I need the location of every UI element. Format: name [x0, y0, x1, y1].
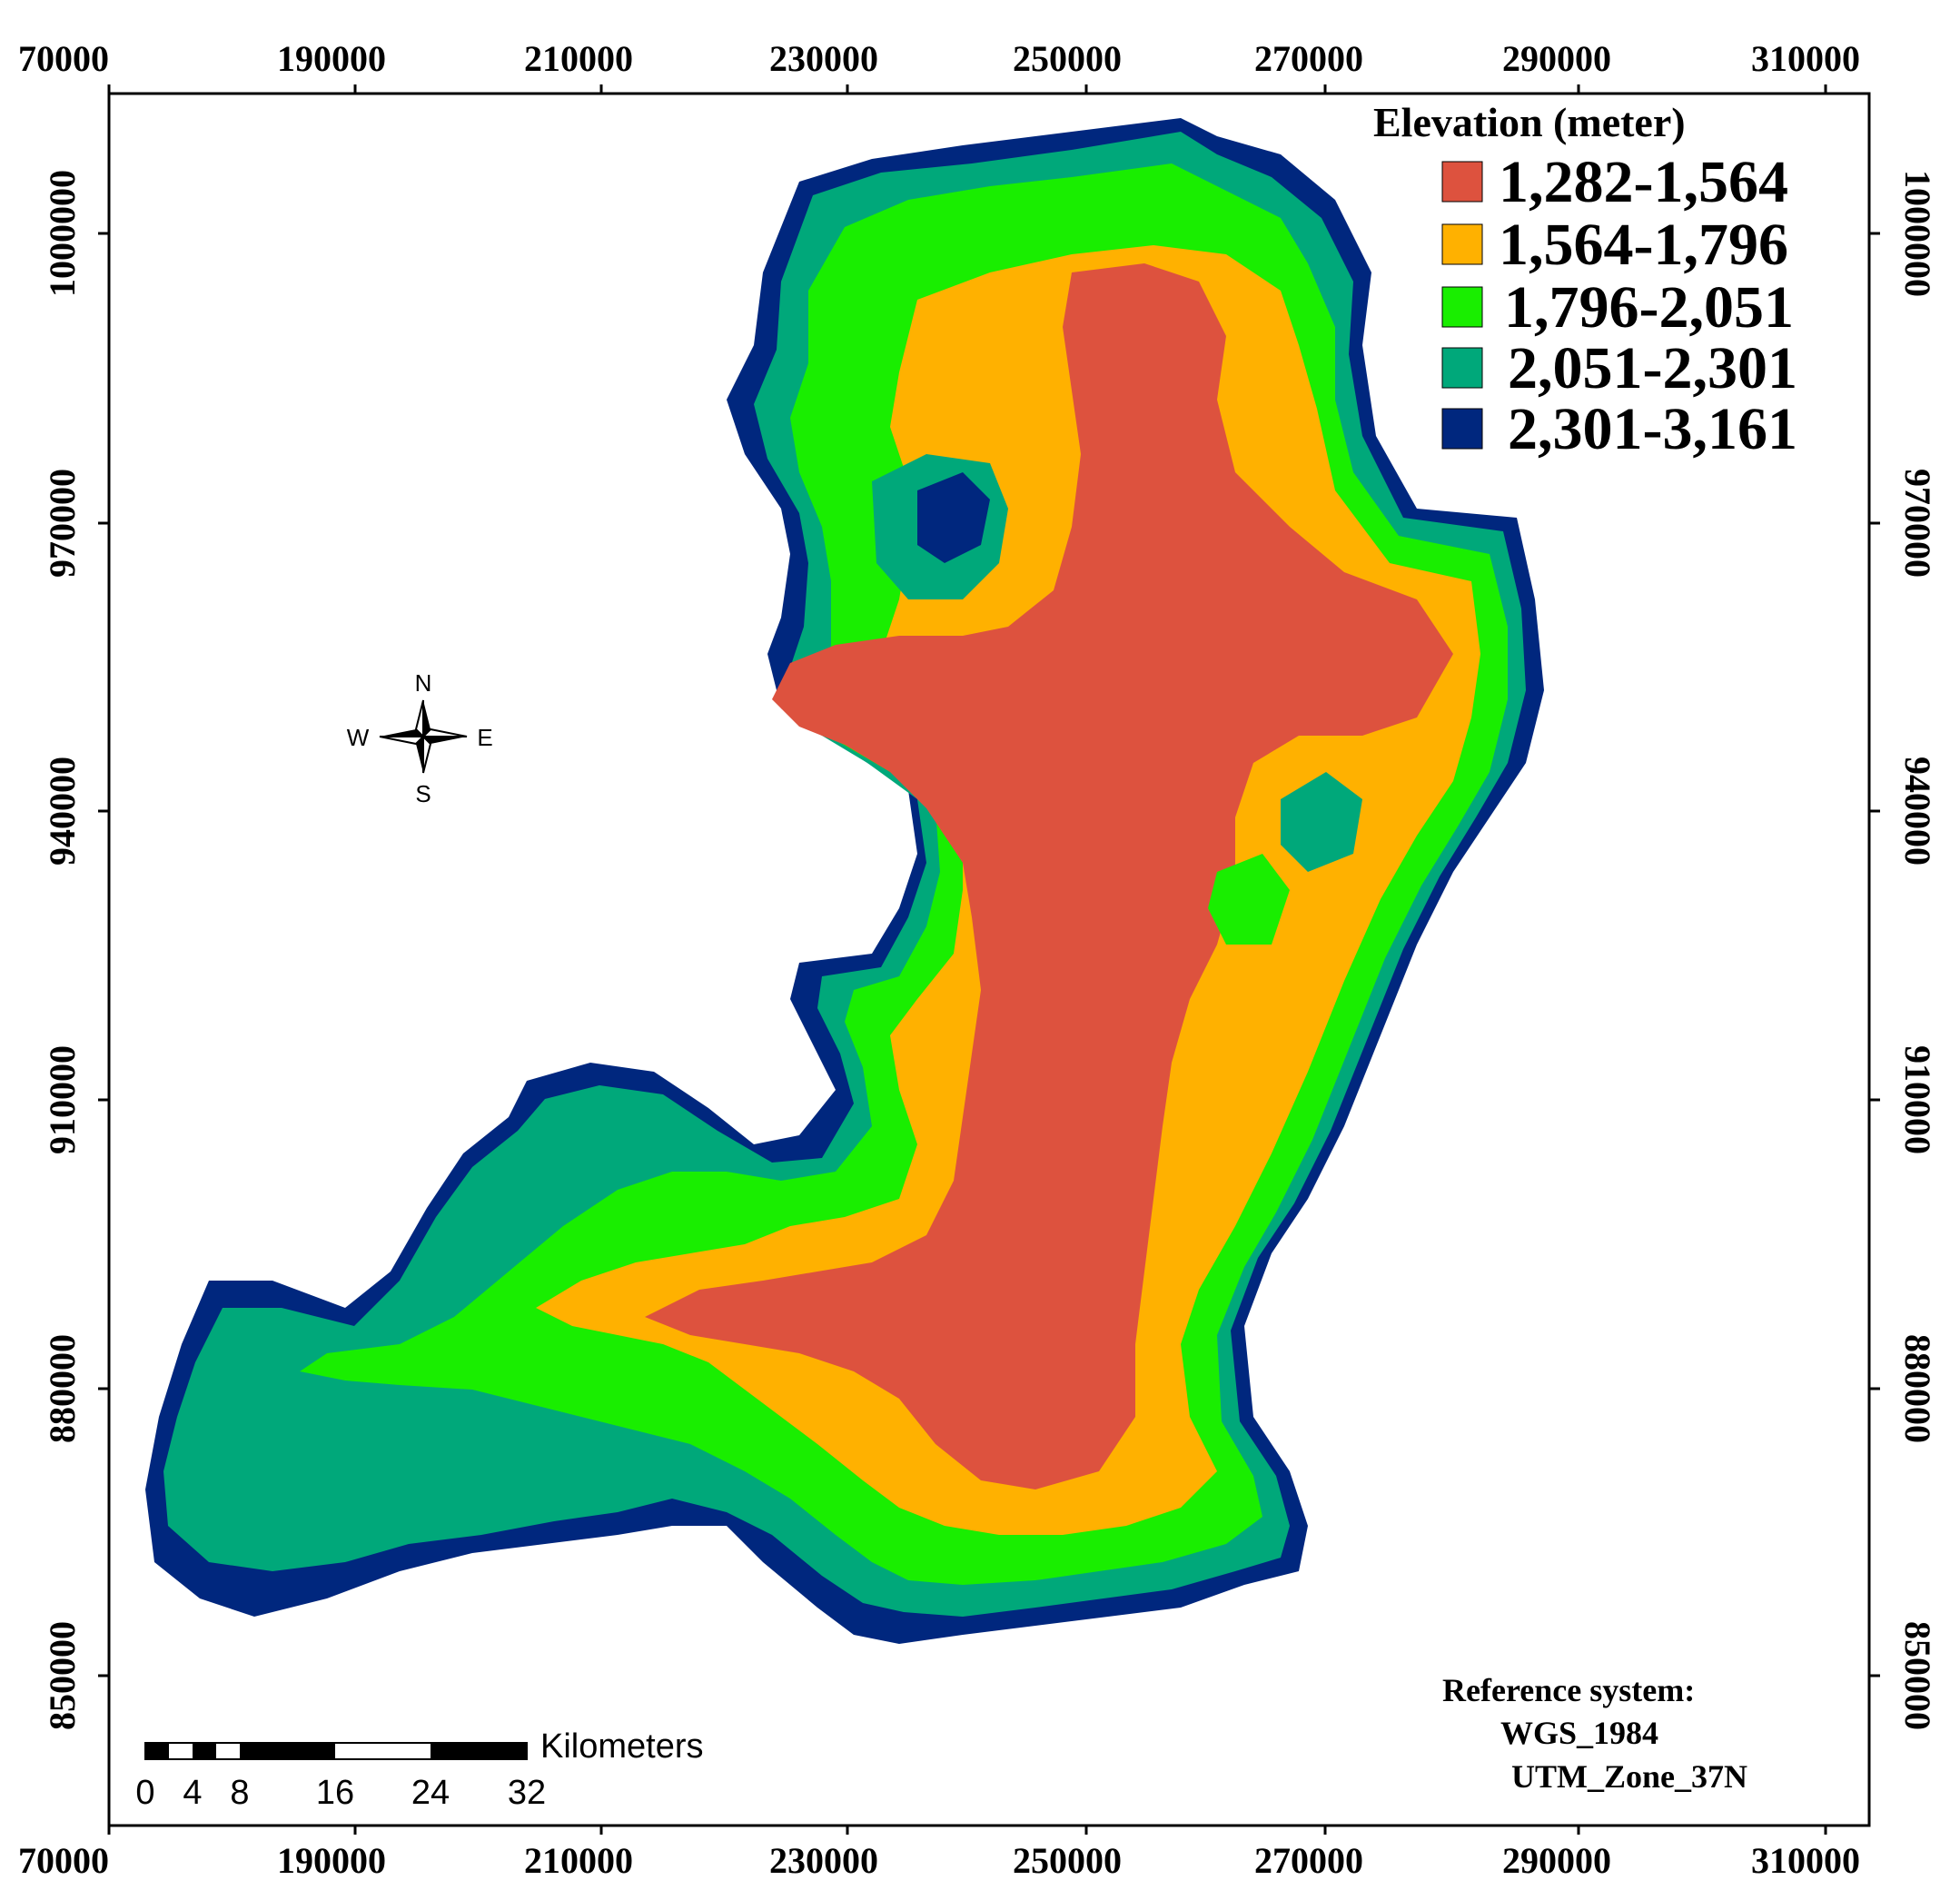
scale-bar-label: 16: [316, 1774, 354, 1812]
y-tick-label: 910000: [1897, 1045, 1938, 1154]
scale-bar-label: 0: [135, 1774, 154, 1812]
x-tick-marks: [107, 84, 1827, 1835]
y-tick-label: 1000000: [42, 170, 83, 297]
x-tick-label: 310000: [1751, 38, 1860, 79]
legend-label: 2,301-3,161: [1508, 396, 1797, 462]
legend-label: 1,564-1,796: [1499, 212, 1788, 278]
scale-bar-label: 24: [411, 1774, 450, 1812]
elevation-zone-patch-teal-east: [1281, 772, 1362, 872]
scale-bar: Kilometers 0 4 8 16 24 32: [135, 1727, 703, 1812]
reference-title: Reference system:: [1442, 1672, 1695, 1708]
y-tick-label: 850000: [42, 1621, 83, 1730]
legend: Elevation (meter) 1,282-1,564 1,564-1,79…: [1373, 99, 1797, 462]
y-tick-label: 880000: [42, 1334, 83, 1443]
reference-system: Reference system: WGS_1984 UTM_Zone_37N: [1442, 1672, 1747, 1795]
scale-bar-label: 4: [183, 1774, 202, 1812]
legend-swatch: [1441, 347, 1483, 389]
legend-item: 1,282-1,564: [1441, 149, 1788, 215]
legend-label: 1,282-1,564: [1499, 149, 1788, 215]
scale-bar-label: 32: [508, 1774, 546, 1812]
legend-title: Elevation (meter): [1373, 99, 1686, 145]
y-tick-label: 940000: [1897, 757, 1938, 866]
legend-item: 1,796-2,051: [1441, 274, 1794, 341]
x-tick-label: 270000: [1254, 38, 1363, 79]
y-tick-labels-right: 1000000 970000 940000 910000 880000 8500…: [1897, 170, 1938, 1730]
x-tick-label: 190000: [277, 1840, 386, 1881]
y-tick-label: 1000000: [1897, 170, 1938, 297]
y-tick-label: 850000: [1897, 1621, 1938, 1730]
reference-zone: UTM_Zone_37N: [1511, 1758, 1747, 1795]
elevation-zone-patch-green-east: [1208, 854, 1290, 945]
x-tick-label: 210000: [524, 1840, 633, 1881]
reference-datum: WGS_1984: [1500, 1715, 1658, 1751]
scale-bar-label: 8: [230, 1774, 249, 1812]
elevation-zone-patch-blue: [917, 472, 990, 563]
x-tick-label: 270000: [1254, 1840, 1363, 1881]
x-tick-label: 190000: [277, 38, 386, 79]
x-tick-label: 310000: [1751, 1840, 1860, 1881]
legend-label: 1,796-2,051: [1504, 274, 1794, 341]
x-tick-label: 250000: [1013, 38, 1122, 79]
x-tick-label: 250000: [1013, 1840, 1122, 1881]
north-arrow: N S E W: [347, 669, 493, 807]
legend-item: 1,564-1,796: [1441, 212, 1788, 278]
legend-label: 2,051-2,301: [1508, 335, 1797, 401]
x-tick-label: 290000: [1502, 1840, 1611, 1881]
x-tick-label: 230000: [769, 1840, 878, 1881]
x-tick-label: 210000: [524, 38, 633, 79]
y-tick-label: 970000: [42, 469, 83, 578]
compass-w: W: [347, 724, 370, 751]
x-tick-label: 70000: [18, 38, 109, 79]
x-tick-label: 230000: [769, 38, 878, 79]
scale-bar-unit: Kilometers: [540, 1727, 704, 1766]
legend-swatch: [1441, 161, 1483, 203]
x-tick-label: 70000: [18, 1840, 109, 1881]
x-tick-label: 290000: [1502, 38, 1611, 79]
y-tick-label: 910000: [42, 1045, 83, 1154]
y-tick-label: 940000: [42, 757, 83, 866]
elevation-zone-1282-1564: [645, 263, 1453, 1489]
legend-swatch: [1441, 223, 1483, 265]
compass-e: E: [477, 724, 492, 751]
compass-n: N: [415, 669, 432, 697]
legend-swatch: [1441, 408, 1483, 450]
legend-swatch: [1441, 286, 1483, 328]
compass-s: S: [415, 780, 431, 807]
legend-item: 2,051-2,301: [1441, 335, 1797, 401]
y-tick-label: 970000: [1897, 469, 1938, 578]
x-tick-labels-bottom: 70000 190000 210000 230000 250000 270000…: [18, 1840, 1860, 1881]
compass-north-point: [423, 700, 431, 737]
legend-item: 2,301-3,161: [1441, 396, 1797, 462]
x-tick-labels-top: 70000 190000 210000 230000 250000 270000…: [18, 38, 1860, 79]
y-tick-labels-left: 1000000 970000 940000 910000 880000 8500…: [42, 170, 83, 1730]
y-tick-label: 880000: [1897, 1334, 1938, 1443]
elevation-zones: [145, 118, 1544, 1644]
y-tick-marks: [98, 232, 1880, 1677]
